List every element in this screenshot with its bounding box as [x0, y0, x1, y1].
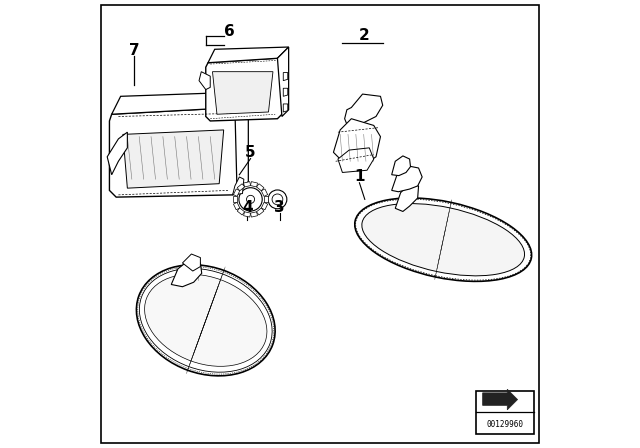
Text: 00129960: 00129960 — [486, 420, 524, 429]
Ellipse shape — [239, 188, 262, 211]
Polygon shape — [172, 260, 202, 287]
Polygon shape — [109, 108, 241, 197]
Text: 5: 5 — [245, 145, 256, 160]
Polygon shape — [235, 92, 248, 195]
Polygon shape — [257, 184, 264, 191]
Ellipse shape — [268, 190, 287, 209]
Polygon shape — [338, 148, 374, 172]
Polygon shape — [333, 119, 380, 166]
Polygon shape — [108, 132, 127, 175]
Ellipse shape — [362, 203, 525, 276]
Polygon shape — [244, 212, 251, 217]
Ellipse shape — [246, 195, 255, 203]
Polygon shape — [264, 196, 268, 202]
Polygon shape — [250, 212, 257, 217]
Polygon shape — [261, 202, 268, 210]
Text: 2: 2 — [358, 28, 369, 43]
Polygon shape — [233, 177, 244, 195]
Polygon shape — [284, 73, 288, 81]
Ellipse shape — [355, 198, 532, 281]
Text: 3: 3 — [275, 200, 285, 215]
Polygon shape — [199, 72, 210, 90]
Polygon shape — [237, 208, 244, 215]
Ellipse shape — [272, 194, 283, 205]
Text: 7: 7 — [129, 43, 140, 58]
Text: 4: 4 — [242, 200, 253, 215]
Ellipse shape — [140, 268, 272, 372]
Polygon shape — [182, 254, 200, 271]
Polygon shape — [284, 88, 288, 96]
Polygon shape — [392, 166, 422, 192]
Ellipse shape — [145, 274, 267, 366]
Polygon shape — [206, 58, 284, 121]
Polygon shape — [483, 389, 518, 410]
Polygon shape — [233, 196, 237, 202]
Polygon shape — [284, 104, 288, 112]
Polygon shape — [234, 189, 240, 196]
Polygon shape — [208, 47, 289, 63]
Polygon shape — [257, 208, 264, 215]
Polygon shape — [345, 94, 383, 132]
Polygon shape — [244, 181, 251, 187]
Polygon shape — [278, 47, 289, 116]
Bar — [476, 391, 534, 434]
Polygon shape — [237, 184, 244, 191]
Ellipse shape — [136, 265, 275, 376]
Polygon shape — [261, 189, 268, 196]
Polygon shape — [392, 156, 410, 176]
Text: 1: 1 — [354, 169, 365, 185]
Polygon shape — [112, 92, 248, 114]
Polygon shape — [123, 130, 224, 188]
Polygon shape — [396, 184, 419, 211]
Polygon shape — [234, 202, 240, 210]
Polygon shape — [250, 181, 257, 187]
Polygon shape — [212, 72, 273, 114]
Text: 6: 6 — [224, 24, 235, 39]
